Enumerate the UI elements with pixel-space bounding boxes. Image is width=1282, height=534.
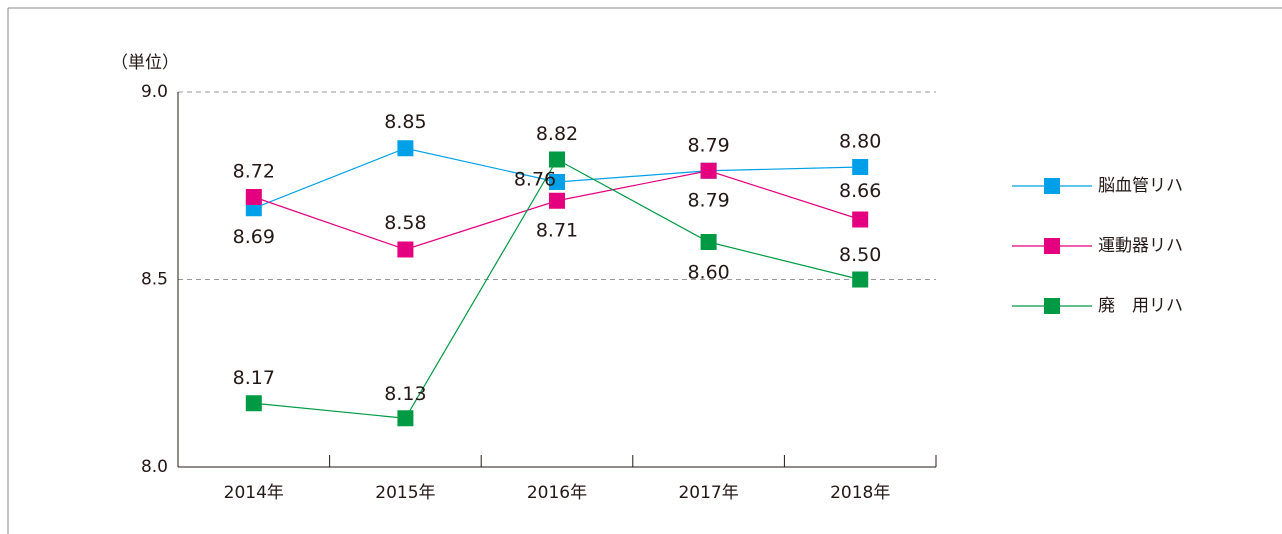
- series-marker: [852, 159, 869, 175]
- data-label: 8.80: [839, 131, 881, 153]
- legend-label: 脳血管リハ: [1098, 176, 1183, 196]
- series-marker: [852, 211, 869, 228]
- y-tick-label: 8.0: [141, 457, 168, 477]
- data-label: 8.58: [384, 212, 426, 234]
- data-label: 8.82: [536, 123, 578, 145]
- data-label: 8.13: [384, 383, 426, 405]
- data-label: 8.71: [536, 219, 578, 241]
- series-marker: [245, 395, 262, 412]
- series-marker: [549, 174, 565, 190]
- data-label: 8.85: [384, 111, 426, 133]
- data-label: 8.60: [687, 262, 729, 284]
- legend-label: 運動器リハ: [1098, 236, 1183, 256]
- x-tick-label: 2015年: [375, 483, 435, 503]
- y-tick-label: 9.0: [141, 82, 168, 102]
- series-marker: [549, 151, 565, 168]
- legend-marker: [1044, 238, 1060, 254]
- data-label: 8.66: [839, 180, 881, 202]
- y-axis-label: （単位）: [111, 53, 179, 73]
- y-tick-label: 8.5: [141, 270, 168, 290]
- series-marker: [549, 192, 565, 209]
- data-label: 8.79: [687, 189, 729, 211]
- data-label: 8.72: [233, 161, 275, 183]
- series-marker: [397, 140, 414, 157]
- legend-label: 廃 用リハ: [1098, 296, 1183, 316]
- series-marker: [852, 271, 869, 288]
- data-label: 8.17: [233, 367, 275, 389]
- series-marker: [397, 241, 414, 258]
- legend-marker: [1044, 178, 1060, 194]
- data-label: 8.50: [839, 244, 881, 266]
- data-label: 8.69: [233, 226, 275, 248]
- series-marker: [700, 234, 717, 250]
- series-marker: [397, 410, 414, 427]
- x-tick-label: 2014年: [224, 483, 284, 503]
- x-tick-label: 2016年: [527, 483, 587, 503]
- series-marker: [245, 189, 262, 205]
- series-marker: [700, 162, 717, 179]
- x-tick-label: 2017年: [678, 483, 738, 503]
- legend-marker: [1044, 298, 1060, 314]
- data-label: 8.79: [687, 134, 729, 156]
- data-label: 8.76: [514, 169, 556, 191]
- x-tick-label: 2018年: [830, 483, 890, 503]
